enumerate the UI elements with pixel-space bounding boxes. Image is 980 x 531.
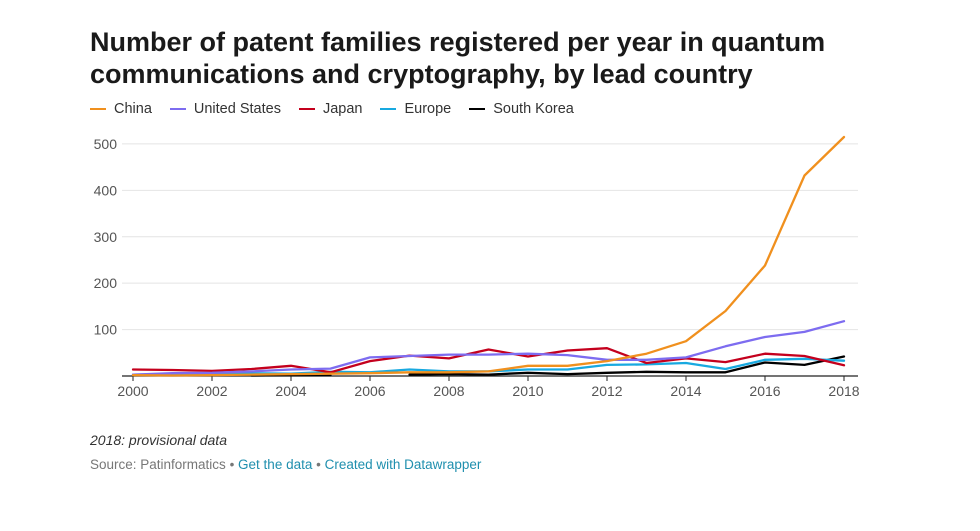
legend-swatch <box>380 108 397 110</box>
x-tick-label: 2006 <box>354 383 385 399</box>
chart-footer: Source: Patinformatics • Get the data • … <box>90 457 481 472</box>
x-tick-label: 2014 <box>670 383 701 399</box>
legend-swatch <box>469 108 486 110</box>
series-line-japan <box>131 347 846 374</box>
legend-swatch <box>298 108 315 110</box>
footer-separator: • <box>312 457 325 472</box>
x-tick-label: 2010 <box>512 383 543 399</box>
legend-swatch <box>169 108 186 110</box>
y-tick-label: 300 <box>94 229 118 245</box>
legend-swatch <box>90 108 106 110</box>
legend-label: Japan <box>322 101 363 117</box>
legend-item-united-states: United States <box>169 101 281 117</box>
chart-note: 2018: provisional data <box>90 432 227 448</box>
legend-item-japan: Japan <box>298 101 363 117</box>
y-tick-label: 100 <box>94 322 118 338</box>
x-tick-label: 2018 <box>828 383 859 399</box>
legend-item-south-korea: South Korea <box>469 101 574 117</box>
chart-legend: China United States Japan Europe South Korea <box>90 101 574 117</box>
legend-item-china: China <box>90 101 152 117</box>
legend-label: United States <box>193 101 281 117</box>
x-tick-label: 2016 <box>749 383 780 399</box>
y-tick-label: 200 <box>94 275 118 291</box>
legend-label: Europe <box>404 101 452 117</box>
x-tick-label: 2000 <box>117 383 148 399</box>
x-tick-label: 2004 <box>275 383 306 399</box>
legend-label: South Korea <box>493 101 574 117</box>
x-tick-label: 2002 <box>196 383 227 399</box>
footer-separator: • <box>225 457 239 472</box>
chart-title: Number of patent families registered per… <box>90 27 826 89</box>
series-line-united-states <box>131 320 846 376</box>
get-data-link[interactable]: Get the data <box>238 457 313 472</box>
legend-label: China <box>114 101 152 117</box>
y-tick-label: 400 <box>94 182 118 198</box>
datawrapper-link[interactable]: Created with Datawrapper <box>324 457 482 472</box>
source-text: Source: Patinformatics <box>90 457 226 472</box>
x-tick-label: 2012 <box>591 383 622 399</box>
legend-item-europe: Europe <box>380 101 451 117</box>
series-line-china <box>131 135 846 377</box>
y-tick-label: 500 <box>94 136 118 152</box>
x-tick-label: 2008 <box>433 383 464 399</box>
